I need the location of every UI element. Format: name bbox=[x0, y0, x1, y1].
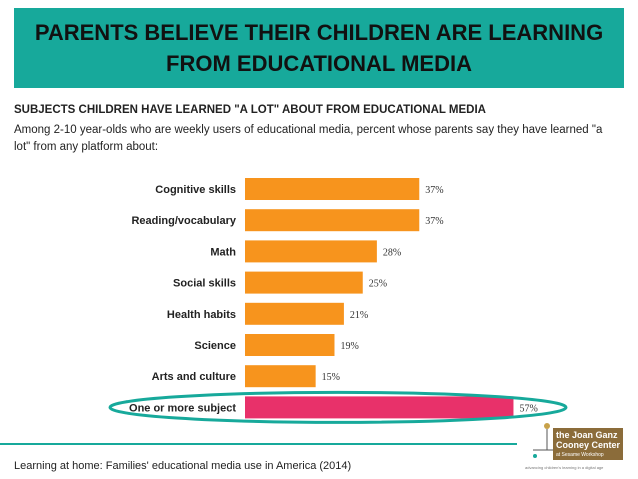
category-label-4: Health habits bbox=[167, 309, 236, 321]
logo-tagline: advancing children's learning in a digit… bbox=[525, 465, 604, 470]
title-banner: PARENTS BELIEVE THEIR CHILDREN ARE LEARN… bbox=[14, 8, 624, 88]
logo-line-1: the Joan Ganz bbox=[556, 430, 618, 440]
bar-4 bbox=[245, 302, 344, 325]
bar-0 bbox=[245, 178, 420, 200]
value-label-3: 25% bbox=[369, 279, 387, 290]
value-label-1: 37% bbox=[425, 216, 443, 227]
title-line-1: PARENTS BELIEVE THEIR CHILDREN ARE LEARN… bbox=[34, 20, 604, 45]
value-label-0: 37% bbox=[425, 185, 443, 196]
bar-6 bbox=[245, 365, 316, 388]
category-label-5: Science bbox=[194, 340, 236, 352]
chart-description: Among 2-10 year-olds who are weekly user… bbox=[14, 124, 603, 153]
logo-box: the Joan Ganz Cooney Center at Sesame Wo… bbox=[553, 428, 623, 460]
cooney-center-logo: the Joan Ganz Cooney Center at Sesame Wo… bbox=[525, 418, 635, 474]
category-label-1: Reading/vocabulary bbox=[131, 215, 236, 227]
logo-mark-icon bbox=[533, 423, 553, 458]
category-label-7: One or more subject bbox=[129, 402, 236, 414]
value-label-7: 57% bbox=[519, 403, 537, 414]
bar-3 bbox=[245, 271, 363, 294]
bar-2 bbox=[245, 240, 377, 263]
category-label-0: Cognitive skills bbox=[155, 184, 236, 196]
category-label-2: Math bbox=[210, 246, 236, 258]
bar-5 bbox=[245, 334, 335, 356]
footer-source: Learning at home: Families' educational … bbox=[14, 460, 352, 472]
bar-7 bbox=[245, 396, 514, 419]
category-label-3: Social skills bbox=[173, 278, 236, 290]
value-label-5: 19% bbox=[340, 341, 358, 352]
category-label-6: Arts and culture bbox=[152, 371, 236, 383]
value-label-6: 15% bbox=[322, 372, 340, 383]
logo-line-2: Cooney Center bbox=[556, 440, 621, 450]
value-label-4: 21% bbox=[350, 310, 368, 321]
value-label-2: 28% bbox=[383, 247, 401, 258]
highlight-ellipse bbox=[108, 390, 568, 424]
title-line-2: FROM EDUCATIONAL MEDIA bbox=[166, 51, 472, 76]
chart-subtitle: SUBJECTS CHILDREN HAVE LEARNED "A LOT" A… bbox=[14, 104, 486, 116]
bar-1 bbox=[245, 209, 420, 232]
logo-line-3: at Sesame Workshop bbox=[556, 452, 604, 458]
footer-divider bbox=[0, 443, 517, 445]
